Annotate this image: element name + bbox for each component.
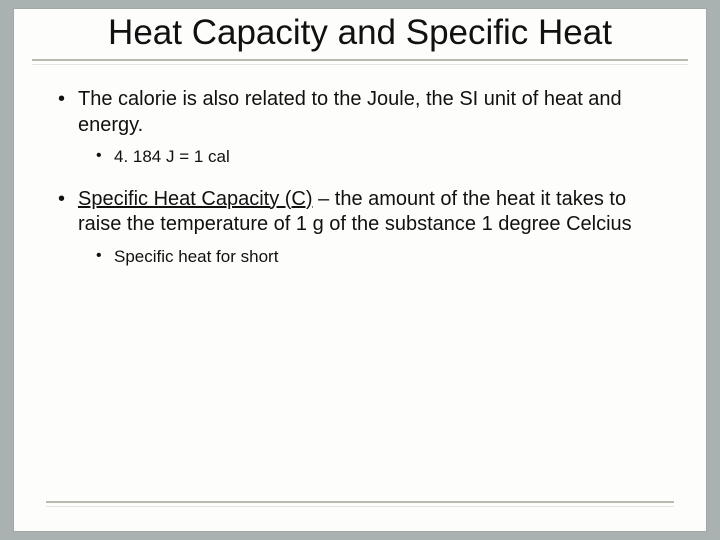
slide-panel: Heat Capacity and Specific Heat The calo… xyxy=(14,9,706,531)
bullet-text: The calorie is also related to the Joule… xyxy=(78,88,622,136)
sub-bullet-text: Specific heat for short xyxy=(114,247,278,266)
list-item: Specific heat for short xyxy=(96,246,664,268)
sub-bullet-list: Specific heat for short xyxy=(78,246,664,268)
sub-bullet-text: 4. 184 J = 1 cal xyxy=(114,147,230,166)
bullet-underlined: Specific Heat Capacity (C) xyxy=(78,188,313,210)
bullet-list: The calorie is also related to the Joule… xyxy=(56,87,664,268)
list-item: 4. 184 J = 1 cal xyxy=(96,146,664,168)
footer-divider xyxy=(46,501,674,507)
footer-region xyxy=(46,501,674,507)
sub-bullet-list: 4. 184 J = 1 cal xyxy=(78,146,664,168)
list-item: Specific Heat Capacity (C) – the amount … xyxy=(56,187,664,268)
slide-title: Heat Capacity and Specific Heat xyxy=(54,13,666,59)
content-region: The calorie is also related to the Joule… xyxy=(14,65,706,268)
title-region: Heat Capacity and Specific Heat xyxy=(14,9,706,59)
list-item: The calorie is also related to the Joule… xyxy=(56,87,664,168)
